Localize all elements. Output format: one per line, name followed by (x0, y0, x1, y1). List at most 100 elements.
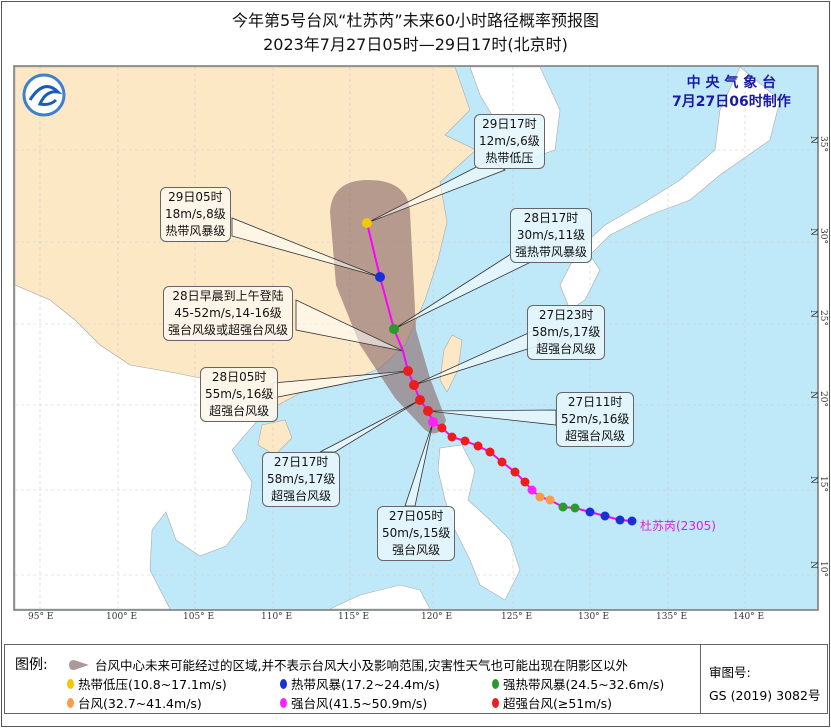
cone-swatch-icon (69, 659, 89, 670)
callout-category: 超强台风级 (536, 342, 597, 356)
callout-wind: 58m/s,17级 (532, 325, 601, 339)
callout-category: 超强台风级 (271, 489, 332, 503)
longitude-label: 110° E (261, 612, 293, 622)
legend-item: 超强台风(≥51m/s) (492, 693, 612, 712)
longitude-label: 135° E (656, 612, 688, 622)
latitude-label: 35° N (808, 136, 828, 152)
typhoon-symbol-icon (67, 697, 74, 708)
typhoon-symbol-icon (492, 678, 499, 689)
forecast-position-marker (428, 417, 438, 427)
callout-category: 强台风级或超强台风级 (168, 323, 289, 337)
approval-label: 审图号: (709, 665, 751, 680)
latitude-label: 30° N (808, 228, 828, 244)
callout-time: 28日早晨到上午登陆 (172, 289, 284, 303)
past-position-marker (497, 457, 507, 467)
callout-wind: 45-52m/s,14-16级 (174, 306, 282, 320)
longitude-label: 130° E (578, 612, 610, 622)
callout-time: 27日11时 (567, 395, 623, 409)
storm-label: 杜苏芮(2305) (640, 519, 716, 533)
forecast-callout: 27日11时 52m/s,16级 超强台风级 (556, 392, 635, 447)
forecast-position-marker (389, 324, 399, 334)
longitude-label: 140° E (733, 612, 765, 622)
legend-item: 热带风暴(17.2~24.4m/s) (280, 674, 440, 693)
callout-category: 强台风级 (392, 543, 441, 557)
past-position-marker (510, 467, 520, 477)
callout-wind: 18m/s,8级 (165, 207, 226, 221)
callout-leaders (231, 159, 557, 507)
forecast-callout: 27日17时 58m/s,17级 超强台风级 (262, 452, 341, 507)
forecast-position-marker (423, 406, 433, 416)
forecast-position-marker (409, 380, 419, 390)
callout-time: 27日05时 (388, 509, 444, 523)
past-position-marker (627, 516, 637, 526)
legend-label: 强台风(41.5~50.9m/s) (291, 696, 428, 711)
forecast-position-marker (375, 272, 385, 282)
longitude-label: 120° E (421, 612, 453, 622)
legend-title: 图例: (15, 657, 48, 673)
longitude-label: 125° E (501, 612, 533, 622)
callout-wind: 52m/s,16级 (561, 412, 630, 426)
callout-time: 28日05时 (211, 370, 267, 384)
callout-category: 热带风暴级 (165, 224, 226, 238)
past-position-marker (527, 485, 537, 495)
callout-wind: 55m/s,16级 (205, 387, 274, 401)
legend-cone: 台风中心未来可能经过的区域,并不表示台风大小及影响范围,灾害性天气也可能出现在阴… (67, 655, 628, 674)
callout-category: 强热带风暴级 (515, 245, 588, 259)
callout-wind: 58m/s,17级 (267, 472, 336, 486)
forecast-position-marker (403, 366, 413, 376)
longitude-label: 105° E (183, 612, 215, 622)
callout-wind: 50m/s,15级 (382, 526, 451, 540)
landfall-callout: 28日早晨到上午登陆 45-52m/s,14-16级 强台风级或超强台风级 (163, 286, 294, 341)
typhoon-symbol-icon (67, 678, 74, 689)
japan (559, 66, 781, 311)
legend-item: 热带低压(10.8~17.1m/s) (67, 674, 227, 693)
latitude-label: 10° N (808, 561, 828, 577)
borneo (329, 584, 431, 610)
typhoon-symbol-icon (280, 697, 287, 708)
past-position-marker (437, 423, 447, 433)
agency-block: 中 央 气 象 台 7月27日06时制作 (672, 74, 791, 112)
callout-category: 热带低压 (485, 151, 534, 165)
legend-label: 热带低压(10.8~17.1m/s) (78, 677, 227, 692)
callout-time: 29日05时 (168, 190, 223, 204)
philippines (437, 444, 521, 601)
legend-label: 超强台风(≥51m/s) (503, 696, 613, 711)
legend-item: 强台风(41.5~50.9m/s) (280, 693, 427, 712)
past-position-marker (585, 507, 595, 517)
legend-cone-text: 台风中心未来可能经过的区域,并不表示台风大小及影响范围,灾害性天气也可能出现在阴… (95, 658, 628, 673)
leader-line (295, 299, 404, 352)
taiwan-island (439, 334, 463, 393)
latitude-label: 15° N (808, 476, 828, 492)
past-position-marker (447, 432, 457, 442)
past-position-marker (485, 447, 495, 457)
legend: 图例: 台风中心未来可能经过的区域,并不表示台风大小及影响范围,灾害性天气也可能… (4, 644, 828, 714)
typhoon-track (362, 218, 637, 526)
issue-time: 7月27日06时制作 (672, 94, 791, 110)
forecast-callout: 29日05时 18m/s,8级 热带风暴级 (160, 187, 231, 242)
map-subtitle: 2023年7月27日05时—29日17时(北京时) (263, 35, 568, 54)
map-title: 今年第5号台风“杜苏芮”未来60小时路径概率预报图 (231, 11, 600, 30)
past-position-marker (570, 503, 580, 513)
legend-item: 台风(32.7~41.4m/s) (67, 693, 202, 712)
past-position-marker (615, 515, 625, 525)
longitude-label: 95° E (28, 612, 54, 622)
leader-line (231, 217, 381, 278)
longitude-label: 100° E (106, 612, 138, 622)
forecast-callout: 28日17时 30m/s,11级 强热带风暴级 (510, 208, 593, 263)
latitude-label: 20° N (808, 391, 828, 407)
callout-category: 超强台风级 (209, 404, 270, 418)
callout-wind: 12m/s,6级 (479, 134, 540, 148)
forecast-callout: 29日17时 12m/s,6级 热带低压 (474, 114, 545, 169)
forecast-callout: 27日23时 58m/s,17级 超强台风级 (527, 305, 606, 360)
longitude-label: 115° E (338, 612, 370, 622)
forecast-callout: 27日05时 50m/s,15级 强台风级 (377, 506, 456, 561)
callout-time: 29日17时 (482, 117, 537, 131)
callout-time: 27日17时 (273, 455, 329, 469)
legend-label: 强热带风暴(24.5~32.6m/s) (503, 677, 665, 692)
past-position-marker (535, 492, 545, 502)
past-position-marker (460, 436, 470, 446)
typhoon-symbol-icon (492, 697, 499, 708)
callout-wind: 30m/s,11级 (516, 228, 586, 242)
cma-logo (22, 73, 66, 117)
